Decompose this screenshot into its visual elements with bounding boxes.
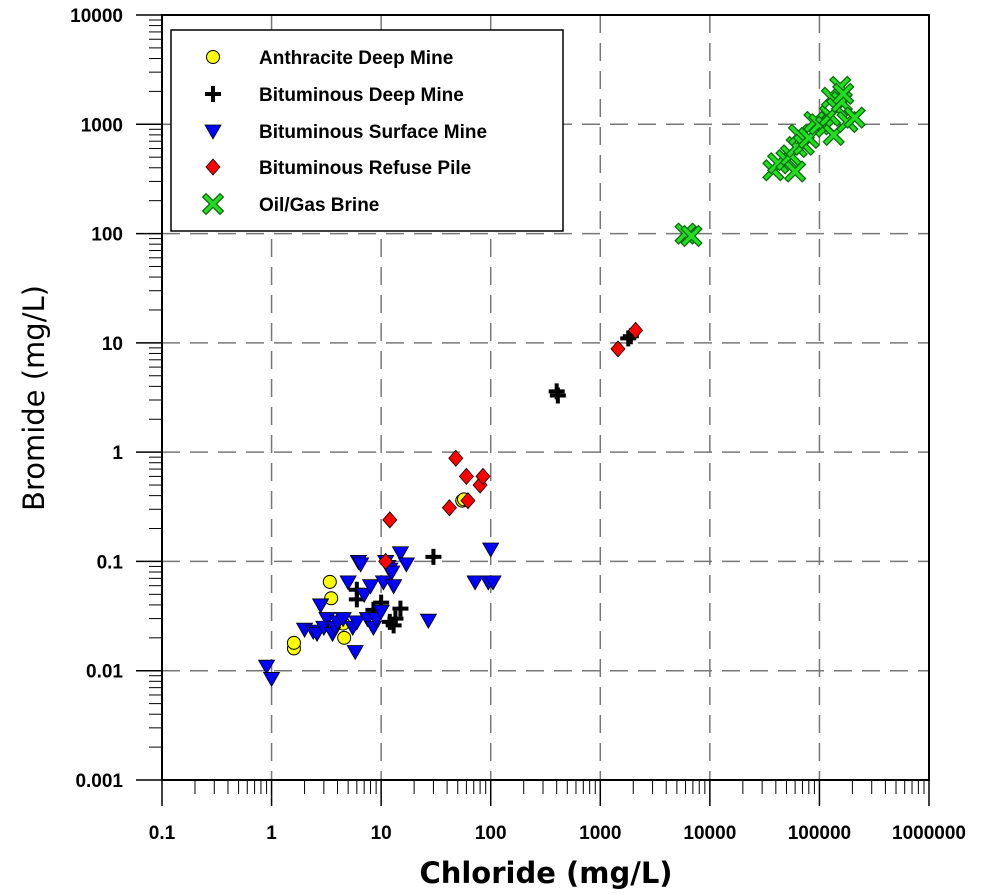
y-tick-label: 10000: [70, 6, 123, 27]
x-tick-label: 1: [266, 823, 277, 844]
data-point: [549, 387, 566, 404]
data-point: [364, 620, 383, 637]
x-tick-label: 10000: [683, 823, 736, 844]
y-tick-label: 0.001: [75, 771, 123, 792]
y-tick-label: 100: [91, 225, 123, 246]
data-point: [448, 449, 464, 467]
series-3: [378, 321, 644, 571]
data-point: [337, 630, 352, 645]
data-point: [441, 499, 457, 517]
data-point: [382, 511, 398, 529]
series-2: [257, 542, 502, 688]
x-tick-label: 100: [475, 823, 507, 844]
data-point: [346, 645, 364, 661]
data-point: [843, 106, 866, 129]
data-point: [680, 224, 703, 248]
legend-marker: [205, 86, 221, 102]
x-tick-label: 10: [371, 823, 392, 844]
data-point: [348, 615, 366, 631]
data-point: [322, 574, 337, 589]
data-point: [324, 591, 339, 606]
data-point: [257, 659, 276, 675]
data-point: [334, 612, 352, 628]
y-tick-label: 0.01: [86, 662, 123, 683]
data-point: [351, 557, 370, 573]
x-axis-title: Chloride (mg/L): [419, 856, 672, 890]
data-point: [475, 467, 491, 485]
legend-marker: [204, 124, 222, 140]
data-point: [378, 552, 394, 571]
x-tick-label: 0.1: [149, 823, 176, 844]
data-point: [397, 557, 416, 573]
legend-marker: [206, 50, 220, 64]
data-point: [392, 600, 409, 617]
series-4: [674, 75, 866, 248]
y-tick-label: 10: [102, 334, 123, 355]
data-point: [286, 635, 301, 650]
data-point: [384, 579, 403, 595]
legend-box: [170, 29, 564, 232]
axes: 0.1 1 10 100 1000 10000 100000 1000000 0.001 0.01…: [70, 6, 966, 844]
data-point: [387, 610, 404, 627]
legend-markers: [201, 50, 225, 216]
data-point: [783, 160, 807, 183]
data-point: [419, 613, 438, 629]
x-tick-label: 1000000: [892, 823, 966, 844]
legend-marker: [205, 158, 221, 176]
data-points: [257, 75, 866, 688]
data-point: [620, 330, 637, 347]
data-point: [391, 546, 410, 562]
data-point: [466, 575, 484, 591]
y-tick-label: 0.1: [97, 552, 124, 573]
x-tick-label: 1000: [579, 823, 621, 844]
data-point: [311, 598, 330, 614]
data-point: [262, 672, 281, 688]
legend-label-oil-gas-brine: Oil/Gas Brine: [259, 195, 379, 216]
y-axis-title: Bromide (mg/L): [17, 285, 51, 511]
legend-label-bituminous-refuse-pile: Bituminous Refuse Pile: [259, 158, 471, 179]
legend-label-bituminous-deep-mine: Bituminous Deep Mine: [259, 85, 464, 106]
data-point: [372, 604, 390, 621]
data-point: [458, 467, 474, 485]
data-point: [339, 575, 357, 591]
data-point: [383, 565, 401, 581]
legend: Anthracite Deep Mine Bituminous Deep Min…: [170, 29, 564, 232]
y-tick-label: 1: [112, 443, 123, 464]
data-point: [482, 542, 500, 558]
x-tick-label: 100000: [788, 823, 851, 844]
data-point: [628, 321, 644, 340]
legend-label-bituminous-surface-mine: Bituminous Surface Mine: [259, 122, 487, 143]
data-point: [460, 492, 476, 510]
legend-marker: [201, 192, 225, 216]
data-point: [355, 587, 373, 604]
y-tick-label: 1000: [81, 115, 123, 136]
plot-frame: [161, 14, 930, 781]
legend-label-anthracite-deep-mine: Anthracite Deep Mine: [259, 48, 453, 69]
data-point: [832, 82, 855, 106]
data-point: [484, 575, 502, 591]
data-point: [361, 579, 380, 595]
data-point: [610, 340, 626, 358]
data-point: [425, 548, 442, 565]
